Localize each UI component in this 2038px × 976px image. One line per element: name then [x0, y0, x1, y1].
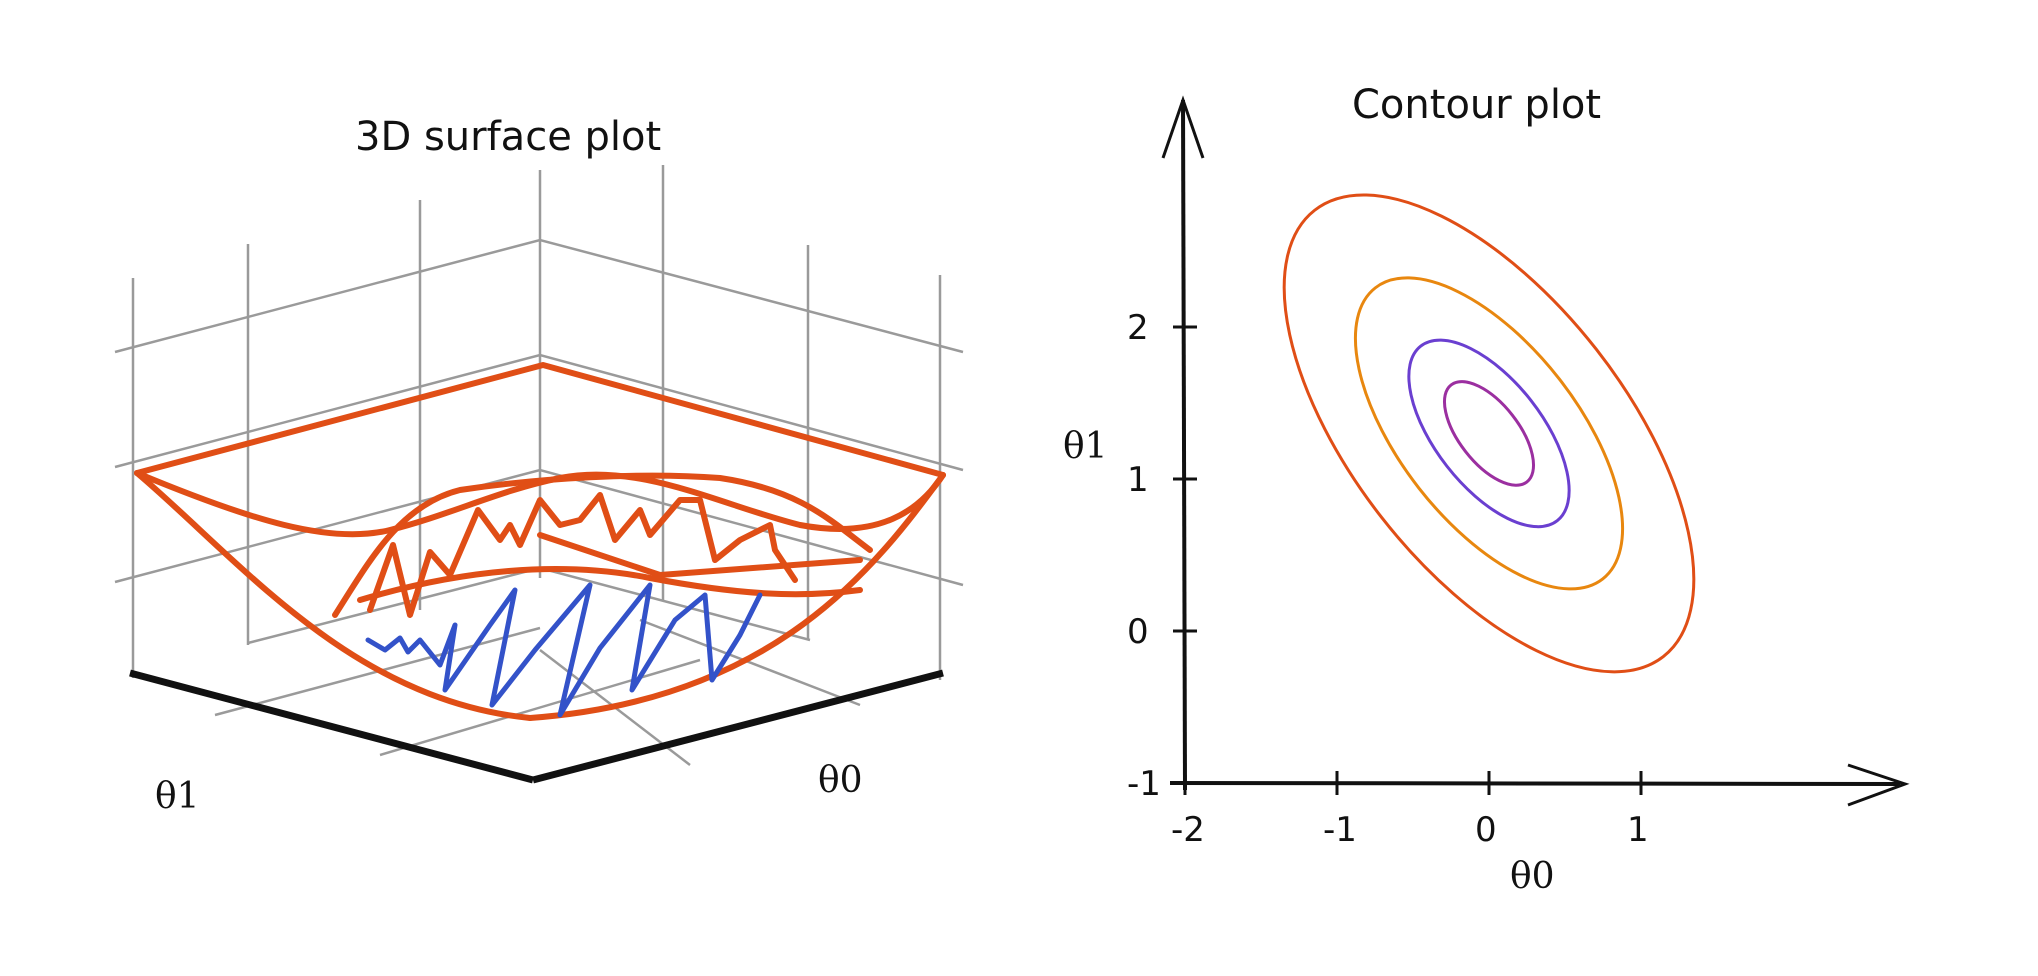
contour-title: Contour plot	[1352, 82, 1601, 128]
surface-inner-rim	[332, 472, 873, 618]
contour-y-arrow	[1161, 95, 1205, 159]
contour-theta1-label: θ1	[1063, 426, 1108, 467]
x-tick-label: 1	[1627, 810, 1649, 850]
surface-ridge	[537, 532, 863, 578]
y-tick-label: 0	[1127, 612, 1149, 652]
grid-line	[114, 468, 964, 587]
grid-line	[114, 238, 964, 354]
surface-plot: 3D surface plot	[114, 114, 964, 817]
contour-level-2	[1407, 338, 1571, 529]
contour-level-1	[1442, 380, 1536, 487]
contour-x-arrow	[1847, 763, 1910, 807]
surface-theta1-label: θ1	[155, 776, 200, 817]
descent-trace	[365, 582, 763, 718]
grid-line	[379, 658, 701, 757]
grid-line	[114, 353, 964, 472]
surface-right-edge	[527, 472, 946, 721]
surface-title: 3D surface plot	[355, 114, 661, 160]
contour-theta0-label: θ0	[1510, 856, 1555, 897]
surface-back-edge	[134, 362, 946, 478]
x-tick-label: -2	[1171, 810, 1205, 850]
x-tick-label: 0	[1475, 810, 1497, 850]
surface-zigzag	[367, 492, 798, 618]
contour-x-axis	[1169, 781, 1901, 786]
contour-y-axis	[1181, 99, 1187, 791]
contour-levels	[1282, 193, 1696, 674]
surface-theta0-label: θ0	[818, 760, 863, 801]
contour-level-3	[1353, 276, 1625, 591]
surface-grid	[114, 165, 964, 766]
theta1-axis	[129, 669, 534, 784]
y-tick-label: -1	[1127, 764, 1161, 804]
grid-line	[639, 618, 861, 707]
x-tick-label: -1	[1323, 810, 1357, 850]
theta0-axis	[532, 669, 944, 784]
surface-inner-rim-2	[357, 566, 863, 603]
surface-left-edge	[134, 470, 533, 721]
y-tick-label: 1	[1127, 460, 1149, 500]
y-tick-label: 2	[1127, 308, 1149, 348]
contour-level-4	[1282, 193, 1696, 674]
cost-surface	[134, 362, 946, 721]
